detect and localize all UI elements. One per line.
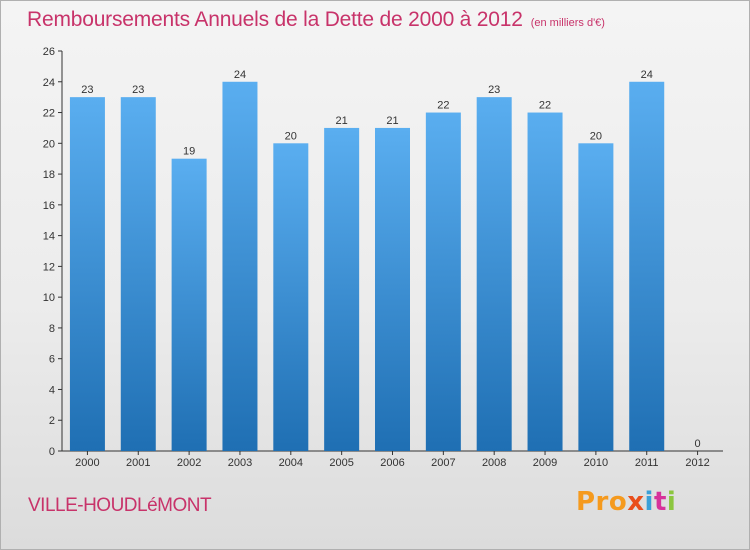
x-tick-label-2009: 2009 [533,457,557,469]
value-label-2009: 22 [539,100,551,112]
bar-2005 [324,127,360,451]
bar-2000 [69,97,105,452]
value-labels: 23 23 19 24 20 21 21 22 23 22 20 24 0 [81,69,700,450]
value-label-2002: 19 [183,146,195,158]
logo-part-1: Pro [576,487,628,517]
y-tick-label: 26 [43,46,55,58]
y-tick-label: 2 [49,415,55,427]
x-tick-label-2011: 2011 [635,457,659,469]
bar-2002 [171,158,207,451]
bar-2001 [120,97,156,452]
logo-part-3: i [644,487,654,517]
value-label-2010: 20 [590,130,602,142]
logo-part-2: x [627,487,645,517]
x-tick-label-2005: 2005 [329,457,353,469]
bar-2004 [273,143,309,452]
bars [69,81,665,452]
bar-2010 [578,143,614,452]
y-tick-label: 16 [43,200,55,212]
value-label-2006: 21 [386,115,398,127]
y-tick-label: 14 [43,231,55,243]
y-tick-label: 6 [49,354,55,366]
y-tick-label: 8 [49,323,55,335]
y-tick-label: 10 [43,292,55,304]
x-tick-label-2007: 2007 [431,457,455,469]
value-label-2003: 24 [234,69,246,81]
x-tick-label-2001: 2001 [126,457,150,469]
x-tick-label-2006: 2006 [380,457,404,469]
x-tick-label-2012: 2012 [685,457,709,469]
y-tick-label: 12 [43,261,55,273]
y-tick-label: 24 [43,77,55,89]
y-tick-label: 0 [49,446,55,458]
bar-2009 [527,112,563,452]
value-label-2012: 0 [695,438,701,450]
bar-2007 [425,112,461,452]
title-text: Remboursements Annuels de la Dette de 20… [27,8,523,31]
value-label-2011: 24 [641,69,653,81]
value-label-2007: 22 [437,100,449,112]
chart-title: Remboursements Annuels de la Dette de 20… [27,8,605,32]
bar-2008 [476,97,512,452]
x-tick-label-2004: 2004 [279,457,303,469]
value-label-2000: 23 [81,84,93,96]
y-tick-label: 4 [49,384,55,396]
x-tick-label-2003: 2003 [228,457,252,469]
proxiti-logo: Proxiti [576,487,676,517]
x-tick-label-2000: 2000 [75,457,99,469]
x-tick-label-2010: 2010 [584,457,608,469]
logo-part-5: i [666,487,677,517]
logo-part-4: t [653,487,667,517]
value-label-2005: 21 [336,115,348,127]
bar-2003 [222,81,258,452]
x-tick-label-2008: 2008 [482,457,506,469]
value-label-2004: 20 [285,130,297,142]
value-label-2008: 23 [488,84,500,96]
bar-2011 [629,81,665,452]
y-tick-label: 18 [43,169,55,181]
y-tick-label: 22 [43,108,55,120]
commune-name: VILLE-HOUDLéMONT [28,495,212,516]
value-label-2001: 23 [132,84,144,96]
subtitle-text: (en milliers d'€) [530,17,605,29]
bar-2006 [375,127,410,451]
x-tick-label-2002: 2002 [177,457,201,469]
y-tick-label: 20 [43,138,55,150]
